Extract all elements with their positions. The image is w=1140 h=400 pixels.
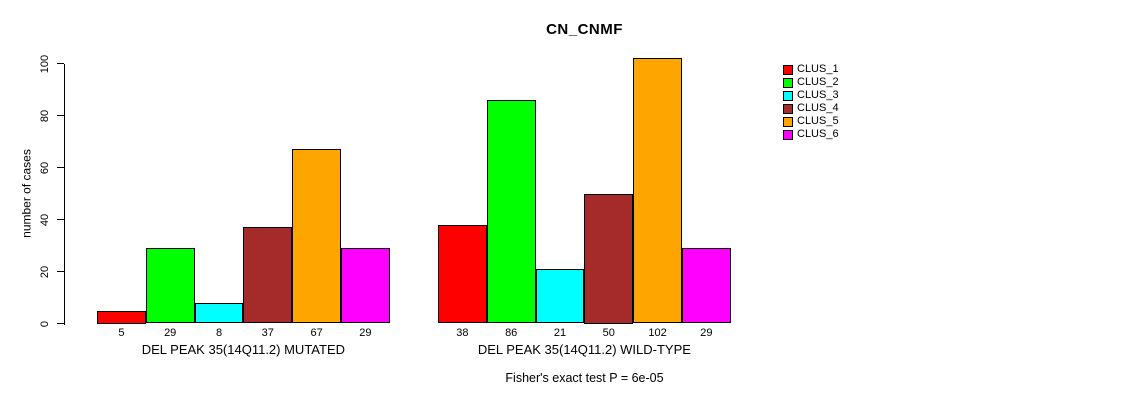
legend-item-clus_4: CLUS_4 — [783, 102, 839, 115]
y-tick-mark — [57, 63, 64, 64]
group-label: DEL PEAK 35(14Q11.2) MUTATED — [141, 342, 346, 357]
y-tick-label: 20 — [39, 265, 51, 278]
y-tick-mark — [57, 323, 64, 324]
legend-swatch-icon — [783, 77, 793, 88]
bar-clus_6-group1 — [341, 248, 390, 324]
y-axis-line — [64, 63, 65, 325]
y-axis-title: number of cases — [19, 149, 34, 238]
group-label: DEL PEAK 35(14Q11.2) WILD-TYPE — [477, 342, 691, 357]
bar-value-label: 86 — [505, 327, 518, 339]
legend-swatch-icon — [783, 90, 793, 101]
y-tick-label: 60 — [39, 161, 51, 174]
bar-clus_5-group1 — [292, 149, 341, 324]
bar-value-label: 29 — [164, 327, 177, 339]
legend-swatch-icon — [783, 116, 793, 127]
legend-label: CLUS_6 — [797, 128, 839, 140]
legend-label: CLUS_1 — [797, 63, 839, 75]
legend-item-clus_1: CLUS_1 — [783, 63, 839, 76]
y-tick-label: 80 — [39, 109, 51, 122]
bar-value-label: 8 — [215, 327, 223, 339]
legend-swatch-icon — [783, 64, 793, 75]
bar-value-label: 37 — [261, 327, 274, 339]
annotation-text: Fisher's exact test P = 6e-05 — [505, 371, 664, 385]
legend-item-clus_5: CLUS_5 — [783, 115, 839, 128]
legend-item-clus_3: CLUS_3 — [783, 89, 839, 102]
y-tick-mark — [57, 271, 64, 272]
bar-clus_6-group2 — [682, 248, 731, 324]
legend-swatch-icon — [783, 103, 793, 114]
bar-clus_4-group1 — [243, 227, 293, 324]
chart-title: CN_CNMF — [546, 21, 623, 38]
bar-value-label: 102 — [648, 327, 667, 339]
bar-clus_2-group2 — [486, 99, 536, 324]
bar-clus_4-group2 — [584, 193, 634, 324]
bar-value-label: 29 — [359, 327, 372, 339]
y-tick-mark — [57, 219, 64, 220]
bar-clus_3-group2 — [535, 268, 585, 324]
y-tick-label: 40 — [39, 213, 51, 226]
bar-clus_1-group2 — [438, 224, 487, 324]
legend-label: CLUS_2 — [797, 76, 839, 88]
y-tick-mark — [57, 167, 64, 168]
legend-label: CLUS_5 — [797, 115, 839, 127]
bar-clus_5-group2 — [633, 58, 682, 324]
bar-value-label: 67 — [310, 327, 323, 339]
bar-clus_1-group1 — [97, 310, 146, 324]
legend-label: CLUS_4 — [797, 102, 839, 114]
bar-value-label: 5 — [118, 327, 125, 339]
y-tick-label: 0 — [39, 320, 51, 327]
y-tick-mark — [57, 115, 64, 116]
bar-value-label: 50 — [602, 327, 615, 339]
legend-label: CLUS_3 — [797, 89, 839, 101]
legend-swatch-icon — [783, 129, 793, 140]
y-tick-label: 100 — [39, 54, 51, 73]
legend: CLUS_1 CLUS_2 CLUS_3 CLUS_4 CLUS_5 CLUS_6 — [783, 63, 839, 141]
bar-value-label: 29 — [700, 327, 713, 339]
legend-item-clus_2: CLUS_2 — [783, 76, 839, 89]
legend-item-clus_6: CLUS_6 — [783, 128, 839, 141]
bar-clus_3-group1 — [194, 302, 244, 324]
bar-value-label: 38 — [456, 327, 469, 339]
bar-value-label: 21 — [553, 327, 567, 339]
bar-clus_2-group1 — [145, 248, 195, 324]
